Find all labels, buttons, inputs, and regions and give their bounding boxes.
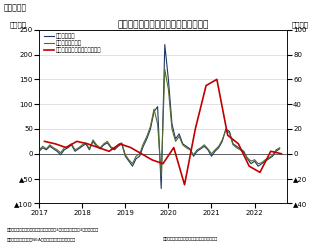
Legend: 住宅着工件数, 住宅建築許可件数, 住宅投資（実質伸び率、右軸）: 住宅着工件数, 住宅建築許可件数, 住宅投資（実質伸び率、右軸） [42,31,104,56]
Text: （資料）センサス局、BEAよりニッセイ基礎研究所作成: （資料）センサス局、BEAよりニッセイ基礎研究所作成 [7,237,76,241]
Title: 住宅着工件数と実質住宅投資の伸び率: 住宅着工件数と実質住宅投資の伸び率 [117,20,209,29]
Text: （年率）: （年率） [9,21,26,28]
Text: （着工・建築許可：月次、住宅投資：四半期）: （着工・建築許可：月次、住宅投資：四半期） [163,237,218,241]
Text: （注）住宅着工件数、住宅建築許可件数は3カ月移動平均後の3カ月前比年率: （注）住宅着工件数、住宅建築許可件数は3カ月移動平均後の3カ月前比年率 [7,227,99,231]
Text: （年率）: （年率） [292,21,309,28]
Text: （図表７）: （図表７） [3,4,26,13]
